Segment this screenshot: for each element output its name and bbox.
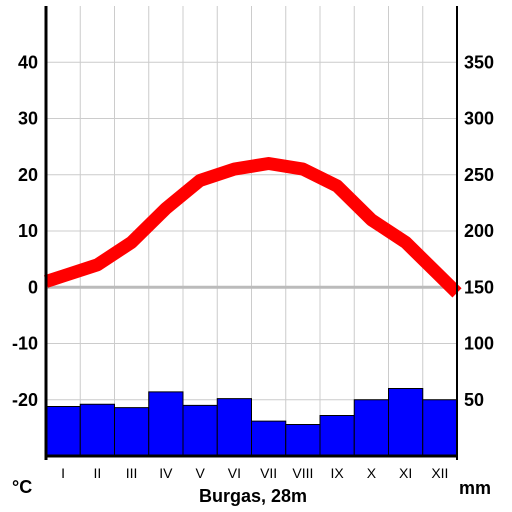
precipitation-bar bbox=[216, 398, 252, 457]
temperature-tick-label: 20 bbox=[18, 165, 38, 185]
month-label: X bbox=[367, 465, 377, 481]
month-label: V bbox=[195, 465, 205, 481]
temperature-tick-label: -10 bbox=[12, 334, 38, 354]
month-label: III bbox=[126, 465, 138, 481]
month-label: XI bbox=[399, 465, 412, 481]
precipitation-tick-label: 50 bbox=[464, 390, 484, 410]
month-label: XII bbox=[431, 465, 448, 481]
month-label: I bbox=[61, 465, 65, 481]
temperature-tick-label: 0 bbox=[28, 277, 38, 297]
precipitation-series bbox=[45, 388, 458, 457]
precipitation-bar bbox=[79, 403, 115, 457]
month-label: VIII bbox=[292, 465, 313, 481]
temperature-tick-label: -20 bbox=[12, 390, 38, 410]
precipitation-bar bbox=[422, 399, 458, 457]
chart-title: Burgas, 28m bbox=[199, 486, 307, 506]
month-label: VI bbox=[228, 465, 241, 481]
month-label: IV bbox=[159, 465, 173, 481]
precipitation-tick-label: 250 bbox=[464, 165, 494, 185]
precipitation-bar bbox=[251, 420, 287, 457]
precipitation-bar bbox=[353, 399, 389, 457]
precipitation-bar bbox=[114, 407, 150, 457]
temperature-axis-ticks: -20 -10 0 10 20 30 40 bbox=[12, 52, 38, 410]
precipitation-tick-label: 350 bbox=[464, 52, 494, 72]
month-label: II bbox=[93, 465, 101, 481]
chart-axes bbox=[44, 6, 458, 460]
temperature-tick-label: 30 bbox=[18, 109, 38, 129]
precipitation-bar bbox=[285, 424, 321, 457]
precipitation-bar bbox=[319, 415, 355, 457]
precipitation-bar bbox=[148, 391, 184, 457]
temperature-line bbox=[43, 157, 462, 298]
precipitation-axis-ticks: 50 100 150 200 250 300 350 bbox=[464, 52, 494, 410]
month-axis-labels: I II III IV V VI VII VIII IX X XI XII bbox=[61, 465, 448, 481]
temperature-tick-label: 40 bbox=[18, 52, 38, 72]
precipitation-tick-label: 100 bbox=[464, 334, 494, 354]
precipitation-tick-label: 300 bbox=[464, 109, 494, 129]
temperature-unit-label: °C bbox=[12, 477, 32, 497]
precipitation-tick-label: 150 bbox=[464, 277, 494, 297]
precipitation-tick-label: 200 bbox=[464, 221, 494, 241]
month-label: IX bbox=[331, 465, 345, 481]
precipitation-bar bbox=[388, 388, 424, 457]
precipitation-bar bbox=[182, 404, 218, 457]
precipitation-bar bbox=[45, 406, 81, 457]
precipitation-unit-label: mm bbox=[459, 478, 491, 498]
month-label: VII bbox=[260, 465, 277, 481]
temperature-tick-label: 10 bbox=[18, 221, 38, 241]
